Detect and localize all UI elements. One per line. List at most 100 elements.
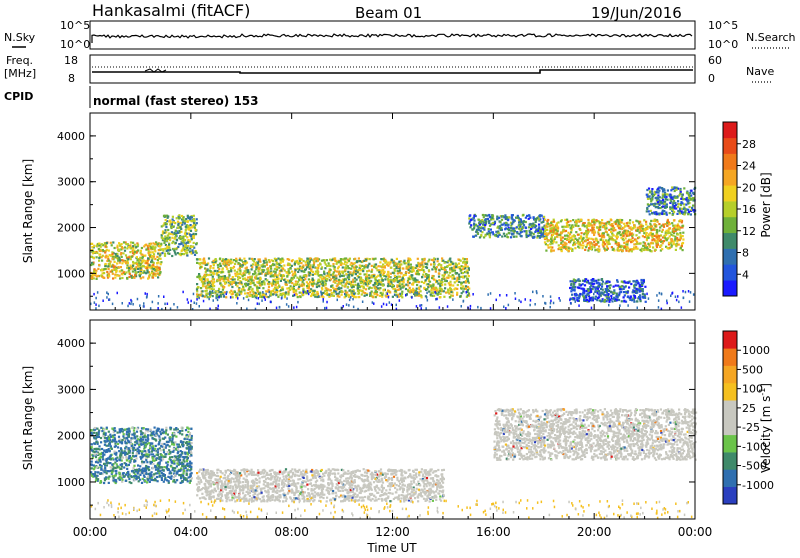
data-cell <box>436 280 438 282</box>
data-cell <box>383 303 385 306</box>
data-cell <box>305 264 307 266</box>
data-cell <box>202 285 204 287</box>
data-cell <box>547 219 549 221</box>
data-cell <box>383 289 385 291</box>
data-cell <box>251 288 253 290</box>
data-cell <box>560 220 562 222</box>
data-cell <box>647 196 649 198</box>
data-cell <box>126 278 128 280</box>
data-cell <box>280 280 282 282</box>
data-cell <box>592 283 594 285</box>
data-cell <box>154 246 156 248</box>
data-cell <box>435 287 437 289</box>
data-cell <box>95 270 97 272</box>
data-cell <box>252 259 254 261</box>
data-cell <box>679 232 681 234</box>
data-cell <box>558 244 560 246</box>
data-cell <box>570 302 572 305</box>
data-cell <box>301 283 303 285</box>
data-cell <box>239 269 241 271</box>
data-cell <box>258 297 260 300</box>
data-cell <box>254 276 256 278</box>
data-cell <box>572 226 574 228</box>
data-cell <box>276 281 278 283</box>
data-cell <box>329 259 331 261</box>
data-cell <box>343 281 345 283</box>
data-cell <box>184 223 186 225</box>
data-cell <box>412 267 414 269</box>
data-cell <box>571 235 573 237</box>
data-cell <box>297 296 299 298</box>
data-cell <box>249 294 251 296</box>
data-cell <box>496 216 498 218</box>
data-cell <box>94 301 96 304</box>
data-cell <box>104 251 106 253</box>
data-cell <box>326 259 328 261</box>
data-cell <box>109 254 111 256</box>
data-cell <box>395 262 397 264</box>
data-cell <box>290 268 292 270</box>
data-cell <box>194 302 196 305</box>
data-cell <box>287 293 289 295</box>
data-cell <box>177 227 179 229</box>
data-cell <box>388 281 390 283</box>
data-cell <box>425 266 427 268</box>
data-cell <box>533 233 535 235</box>
data-cell <box>146 267 148 269</box>
data-cell <box>347 271 349 273</box>
data-cell <box>303 271 305 273</box>
data-cell <box>243 258 245 260</box>
data-cell <box>149 274 151 276</box>
data-cell <box>602 289 604 291</box>
data-cell <box>666 193 668 195</box>
data-cell <box>431 259 433 261</box>
data-cell <box>132 270 134 272</box>
data-cell <box>601 222 603 224</box>
data-cell <box>591 307 593 310</box>
data-cell <box>163 242 165 244</box>
data-cell <box>593 246 595 248</box>
data-cell <box>355 284 357 286</box>
data-cell <box>358 276 360 278</box>
data-cell <box>482 214 484 216</box>
data-cell <box>369 258 371 260</box>
data-cell <box>114 277 116 279</box>
data-cell <box>164 255 166 257</box>
data-cell <box>188 301 190 304</box>
data-cell <box>309 260 311 262</box>
data-cell <box>651 233 653 235</box>
data-cell <box>174 236 176 238</box>
data-cell <box>323 278 325 280</box>
data-cell <box>389 283 391 285</box>
data-cell <box>672 209 674 211</box>
data-cell <box>249 283 251 285</box>
data-cell <box>190 300 192 303</box>
data-cell <box>626 235 628 237</box>
data-cell <box>662 229 664 231</box>
data-cell <box>350 284 352 286</box>
data-cell <box>124 250 126 252</box>
data-cell <box>230 267 232 269</box>
data-cell <box>588 247 590 249</box>
noise-right-tick-bottom: 10^0 <box>708 38 738 51</box>
data-cell <box>584 290 586 293</box>
data-cell <box>551 240 553 242</box>
data-cell <box>444 262 446 264</box>
data-cell <box>324 267 326 269</box>
data-cell <box>603 223 605 225</box>
data-cell <box>662 210 664 212</box>
data-cell <box>651 239 653 241</box>
data-cell <box>625 250 627 252</box>
data-cell <box>569 299 571 302</box>
data-cell <box>592 278 594 280</box>
data-cell <box>490 292 492 295</box>
data-cell <box>560 232 562 234</box>
data-cell <box>480 226 482 228</box>
data-cell <box>136 259 138 261</box>
data-cell <box>253 293 255 295</box>
data-cell <box>326 278 328 280</box>
data-cell <box>465 281 467 283</box>
data-cell <box>242 278 244 280</box>
data-cell <box>341 294 343 296</box>
data-cell <box>208 257 210 259</box>
